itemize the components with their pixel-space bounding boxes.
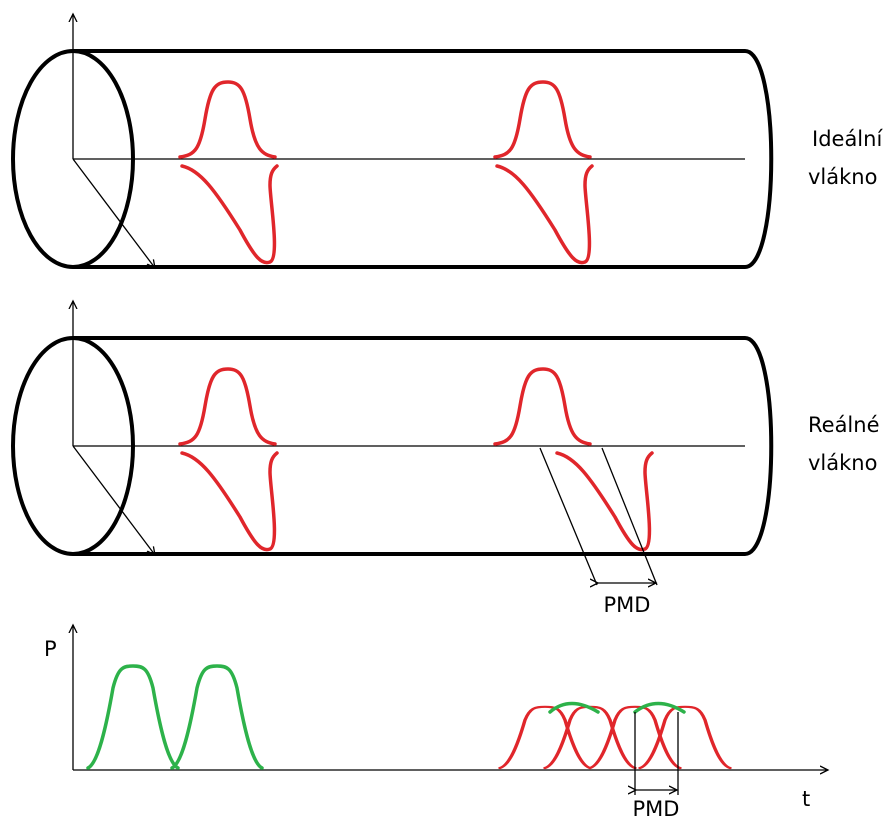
pulse xyxy=(180,164,279,265)
label: Ideální xyxy=(812,127,883,151)
pulse xyxy=(180,451,279,552)
sum-arc xyxy=(633,701,686,714)
axis xyxy=(72,158,155,268)
pulse xyxy=(170,664,264,770)
pulse xyxy=(495,164,594,265)
axis xyxy=(72,445,155,555)
x-label: t xyxy=(802,787,810,811)
pulse-group xyxy=(498,705,732,770)
y-label: P xyxy=(44,637,57,661)
pulse xyxy=(555,451,654,552)
ideal-fiber: Ideální vlákno xyxy=(11,14,883,269)
sum-arc xyxy=(548,701,600,714)
pulse xyxy=(498,705,592,770)
pulse xyxy=(178,367,277,446)
pulse xyxy=(493,367,592,446)
real-fiber: PMD Reálné vlákno xyxy=(11,301,880,617)
pulse xyxy=(178,80,277,159)
label: vlákno xyxy=(808,165,877,189)
guide xyxy=(539,447,598,586)
pmd-label: PMD xyxy=(604,593,651,617)
pmd-label: PMD xyxy=(633,797,680,821)
fiber-body xyxy=(73,336,774,556)
fiber-body xyxy=(73,49,774,269)
guide xyxy=(601,447,658,586)
pulse xyxy=(493,80,592,159)
graph: P t PMD xyxy=(44,625,828,821)
pulse xyxy=(543,705,637,770)
label: Reálné xyxy=(808,413,880,437)
label: vlákno xyxy=(808,451,877,475)
pulse xyxy=(86,664,180,770)
